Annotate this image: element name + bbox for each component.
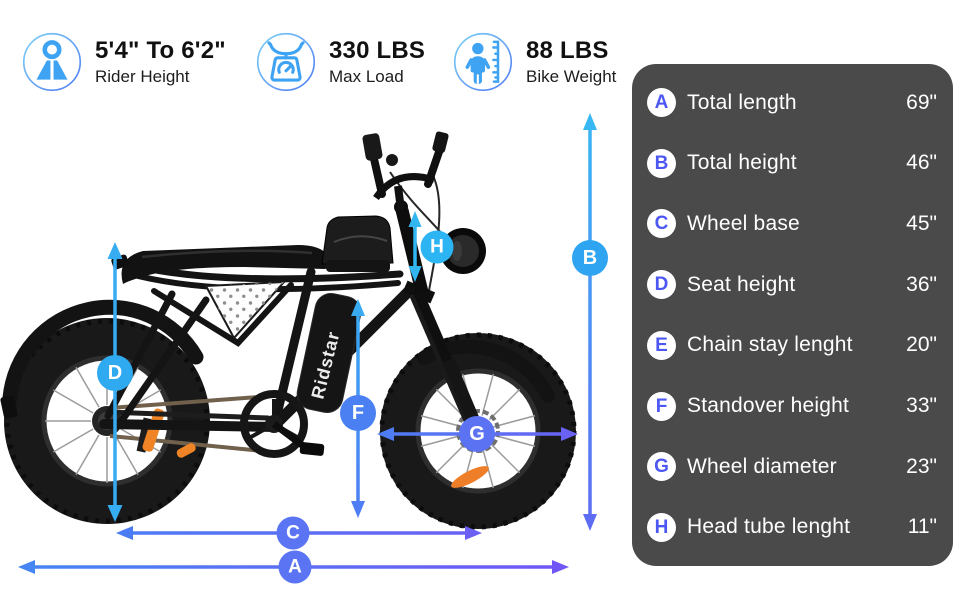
dim-badge-c bbox=[276, 516, 310, 550]
row-value: 36" bbox=[906, 272, 937, 296]
row-letter-badge: G bbox=[647, 452, 676, 482]
row-letter-badge: C bbox=[647, 209, 676, 239]
row-value: 11" bbox=[907, 515, 937, 539]
dimension-row-h: H Head tube lenght 11" bbox=[647, 512, 937, 542]
spec-subtitle: Bike Weight bbox=[526, 67, 617, 87]
head-tube bbox=[395, 208, 429, 294]
spec-subtitle: Max Load bbox=[329, 67, 404, 87]
stem bbox=[394, 185, 405, 211]
dimension-row-c: C Wheel base 45" bbox=[647, 209, 937, 239]
chain-top bbox=[109, 394, 273, 410]
dim-badge-h-letter: H bbox=[430, 237, 444, 258]
chainstay bbox=[99, 419, 281, 432]
wheel-reflector bbox=[451, 466, 489, 488]
crankset bbox=[240, 390, 325, 458]
row-label: Chain stay lenght bbox=[687, 333, 853, 357]
rear-mudflap bbox=[0, 395, 18, 419]
spec-subtitle: Rider Height bbox=[95, 67, 190, 87]
spec-title: 88 LBS bbox=[526, 36, 609, 64]
drivetrain bbox=[109, 394, 274, 458]
row-label: Seat height bbox=[687, 272, 796, 296]
row-letter-badge: D bbox=[647, 270, 676, 300]
row-value: 46" bbox=[906, 151, 937, 175]
row-label: Standover height bbox=[687, 394, 849, 418]
row-label: Wheel base bbox=[687, 211, 800, 235]
dim-badge-b bbox=[572, 240, 608, 276]
row-label: Total length bbox=[687, 90, 797, 114]
spec-rider-height: 5'4" To 6'2" Rider Height bbox=[22, 32, 226, 92]
spec-text: 330 LBS Max Load bbox=[329, 37, 425, 88]
dim-badge-d-letter: D bbox=[108, 362, 122, 384]
row-value: 69" bbox=[906, 90, 937, 114]
spec-title: 330 LBS bbox=[329, 36, 426, 64]
spec-max-load: 330 LBS Max Load bbox=[256, 32, 425, 92]
dimension-row-f: F Standover height 33" bbox=[647, 391, 937, 421]
seat-stay bbox=[104, 290, 176, 420]
row-letter-badge: A bbox=[647, 88, 676, 117]
battery: Ridstar bbox=[296, 292, 362, 414]
row-label: Total height bbox=[687, 151, 797, 175]
display-mount bbox=[362, 133, 383, 161]
spec-text: 88 LBS Bike Weight bbox=[526, 37, 616, 88]
row-letter-badge: F bbox=[647, 391, 676, 421]
dimension-row-b: B Total height 46" bbox=[647, 148, 937, 178]
derailleur-orange bbox=[142, 408, 165, 452]
rear-fender bbox=[2, 299, 204, 406]
dim-badge-a bbox=[278, 550, 312, 584]
row-value: 33" bbox=[906, 394, 937, 418]
dimension-row-g: G Wheel diameter 23" bbox=[647, 452, 937, 482]
row-value: 23" bbox=[906, 454, 937, 478]
dim-badge-f bbox=[340, 395, 376, 431]
row-letter-badge: B bbox=[647, 148, 676, 178]
row-label: Head tube lenght bbox=[687, 515, 851, 539]
spec-title: 5'4" To 6'2" bbox=[95, 36, 226, 64]
rider-height-icon bbox=[22, 32, 82, 92]
dim-badge-c-letter: C bbox=[286, 523, 300, 544]
dim-badge-g bbox=[459, 416, 495, 452]
pedal bbox=[299, 442, 325, 456]
dim-badge-b-letter: B bbox=[583, 247, 597, 269]
row-label: Wheel diameter bbox=[687, 454, 837, 478]
spec-text: 5'4" To 6'2" Rider Height bbox=[95, 37, 226, 88]
dimension-row-a: A Total length 69" bbox=[647, 88, 937, 117]
max-load-icon bbox=[256, 32, 316, 92]
dim-badge-f-letter: F bbox=[352, 402, 364, 424]
spec-bike-weight: 88 LBS Bike Weight bbox=[453, 32, 616, 92]
dimensions-panel: A Total length 69" B Total height 46" C … bbox=[632, 64, 953, 566]
top-tube-bag bbox=[321, 215, 394, 272]
row-letter-badge: H bbox=[647, 512, 676, 542]
bike-weight-icon bbox=[453, 32, 513, 92]
row-value: 45" bbox=[906, 211, 937, 235]
dim-badge-a-letter: A bbox=[288, 557, 302, 578]
dim-badge-h bbox=[420, 230, 454, 264]
row-value: 20" bbox=[906, 333, 937, 357]
row-letter-badge: E bbox=[647, 330, 676, 360]
dimension-row-d: D Seat height 36" bbox=[647, 270, 937, 300]
dim-badge-d bbox=[97, 355, 133, 391]
dim-badge-g-letter: G bbox=[469, 423, 485, 445]
dimension-row-e: E Chain stay lenght 20" bbox=[647, 330, 937, 360]
dimension-badges: D B H F G C A bbox=[97, 230, 608, 584]
